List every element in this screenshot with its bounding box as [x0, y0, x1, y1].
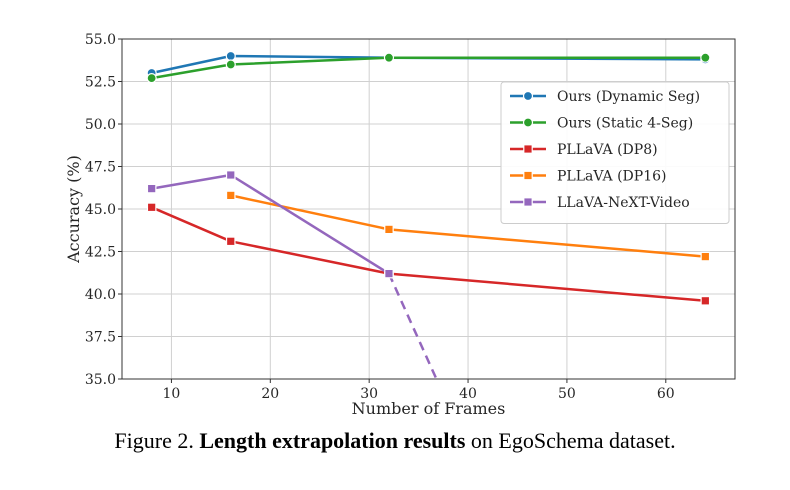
y-tick-label: 42.5	[85, 245, 116, 261]
series-2-point	[225, 59, 236, 70]
y-tick-label: 35.0	[85, 372, 116, 388]
legend: Ours (Dynamic Seg) Ours (Static 4-Seg) PLL…	[500, 81, 730, 224]
legend-entry-2: Ours (Static 4-Seg)	[510, 116, 693, 132]
y-tick-label: 47.5	[85, 160, 116, 176]
series-3-point	[146, 202, 157, 213]
y-tick-label: 37.5	[85, 330, 116, 346]
series-3-line	[151, 206, 706, 303]
series-2-point	[146, 72, 157, 84]
y-axis-label: Accuracy (%)	[64, 155, 83, 264]
series-5	[146, 170, 438, 380]
series-layer	[146, 50, 711, 380]
legend-swatch-marker	[522, 90, 534, 102]
legend-label: Ours (Static 4-Seg)	[557, 116, 693, 132]
series-2-point	[700, 52, 711, 63]
series-4-point	[225, 190, 236, 201]
line-chart: 10 20 30 40 50 60 35.0 37.5 40.0 42.5 45.0 47.5 50.0…	[64, 32, 736, 418]
legend-entry-3: PLLaVA (DP8)	[510, 142, 658, 158]
x-tick-label: 40	[459, 386, 477, 402]
series-3-point	[225, 236, 236, 247]
legend-swatch-marker	[522, 117, 534, 128]
legend-swatch-marker	[523, 144, 533, 154]
y-tick-label: 45.0	[85, 202, 116, 218]
x-tick-label: 10	[163, 386, 181, 402]
y-tick-label: 55.0	[85, 32, 116, 48]
legend-box	[500, 81, 730, 224]
x-axis-label: Number of Frames	[352, 399, 506, 418]
series-5-point	[384, 268, 394, 279]
caption-prefix: Figure 2.	[114, 428, 194, 453]
figure-caption: Figure 2. Length extrapolation results o…	[0, 428, 790, 454]
y-tick-label: 40.0	[85, 287, 116, 303]
series-3-point	[700, 296, 711, 306]
legend-swatch-marker	[523, 197, 533, 207]
legend-entry-4: PLLaVA (DP16)	[510, 169, 666, 185]
series-4-point	[384, 224, 394, 235]
legend-label: PLLaVA (DP16)	[557, 169, 666, 185]
caption-bold: Length extrapolation results	[199, 428, 466, 453]
y-tick-label: 52.5	[85, 75, 116, 91]
series-5-dashed-tail	[387, 273, 438, 380]
series-5-point	[225, 170, 236, 180]
x-tick-label: 20	[261, 386, 279, 402]
legend-label: Ours (Dynamic Seg)	[557, 89, 700, 105]
series-2-line	[151, 56, 706, 80]
legend-label: LLaVA-NeXT-Video	[557, 195, 690, 211]
series-5-point	[146, 183, 157, 194]
series-2	[146, 52, 711, 84]
legend-label: PLLaVA (DP8)	[557, 142, 658, 158]
x-tick-label: 50	[558, 386, 576, 402]
series-2-point	[383, 52, 395, 63]
x-tick-label: 30	[360, 386, 378, 402]
series-1-point	[225, 50, 236, 62]
series-4-point	[700, 251, 711, 262]
y-tick-label: 50.0	[85, 117, 116, 133]
legend-entry-1: Ours (Dynamic Seg)	[510, 89, 700, 105]
caption-suffix: on EgoSchema dataset.	[470, 428, 676, 453]
legend-entry-5: LLaVA-NeXT-Video	[510, 195, 690, 211]
x-tick-label: 60	[657, 386, 675, 402]
legend-swatch-marker	[523, 170, 533, 181]
tick-labels: 10 20 30 40 50 60 35.0 37.5 40.0 42.5 45.0 47.5 50.0…	[85, 32, 675, 402]
